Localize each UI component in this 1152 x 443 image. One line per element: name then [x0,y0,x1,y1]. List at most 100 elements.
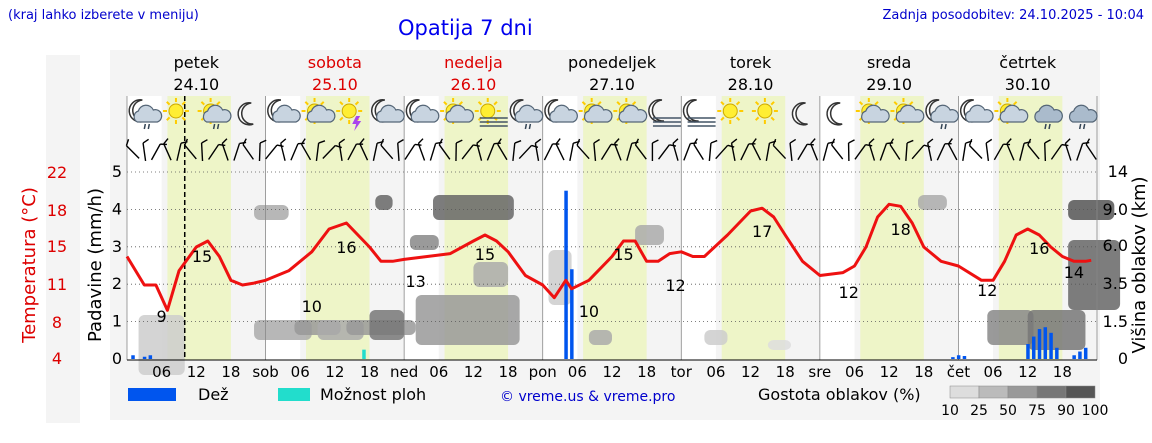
wind-feather [201,139,208,144]
wind-barb-icon [163,138,172,161]
cloud-shape [376,104,405,123]
cloud-area [704,330,728,345]
wind-barb-icon [512,140,522,162]
wind-shaft [125,145,140,159]
temperature-label: 13 [406,272,426,291]
cloud-shape [272,104,301,123]
wind-feather [125,139,130,146]
wind-shaft [476,143,483,161]
day-date-label: 26.10 [451,75,497,94]
wind-shaft [879,143,888,161]
x-tick-label: pon [529,363,557,381]
wind-shaft [569,143,574,161]
wind-feather [531,144,539,148]
wind-shaft [429,143,437,161]
temperature-label: 16 [1029,239,1049,258]
wind-feather [514,140,522,144]
wind-shaft [740,143,750,161]
wind-feather [831,138,836,146]
legend: Dež Možnost ploh © vreme.us & vreme.pro … [128,385,1108,419]
moon-cloud-drizzle-icon [128,99,163,130]
moon-cloud-icon [370,99,405,123]
wind-shaft [715,144,729,160]
wind-shaft [1044,142,1047,162]
legend-shower-swatch [278,388,310,401]
wind-shaft [905,142,908,162]
night-band [819,96,855,360]
precip-tick-label: 1 [112,312,122,331]
sun-ray [858,101,864,106]
precip-bar [962,356,967,359]
sun-ray [304,101,309,106]
wind-shaft [1085,144,1097,160]
wind-feather [476,138,483,144]
wind-barb-icon [868,138,876,161]
x-tick-label: 06 [984,363,1003,381]
wind-barb-icon [947,138,958,161]
wind-feather [397,139,404,144]
wind-shaft [486,143,495,161]
x-tick-label: ned [390,363,418,381]
wind-barb-icon [831,138,844,160]
wind-barb-icon [751,138,762,161]
wind-feather [923,144,931,148]
precip-bar [564,190,568,359]
wind-barb-icon [651,139,659,161]
legend-shower-label: Možnost ploh [320,385,426,404]
wind-feather [218,143,226,147]
wind-feather [748,143,756,145]
sun-cloud-icon [440,98,475,124]
wind-barb-icon [142,138,149,162]
wind-barb-icon [221,138,229,161]
wind-shaft [404,144,416,160]
wind-feather [669,144,677,147]
sun-ray [770,116,775,121]
moon-fog-icon [648,99,681,127]
precip-bar [570,269,574,359]
sun-ray [997,101,1002,106]
x-tick-label: 06 [291,363,310,381]
sun-ray [354,101,360,106]
legend-rain-label: Dež [198,385,229,404]
x-tick-label: 12 [741,363,760,381]
day-name-label: sobota [308,53,362,72]
wind-shaft [854,144,867,160]
wind-shaft [280,143,286,161]
wind-feather [221,138,228,144]
wind-barb-icon [1076,141,1090,161]
cloud-area [1068,240,1121,310]
rain-drop [1082,123,1086,130]
density-swatch [1007,385,1038,399]
wind-shaft [1064,143,1072,161]
sun-ray [493,101,498,106]
location-hint: (kraj lahko izberete v meniju) [8,8,199,23]
day-name-label: ponedeljek [568,53,657,72]
wind-shaft [600,143,612,161]
wind-shaft [626,143,633,161]
wind-shaft [176,143,182,161]
wind-shaft [461,144,474,160]
rain-drop [940,123,943,130]
gridlines [126,96,1098,361]
wind-barb-icon [184,138,197,160]
wind-feather [142,138,149,144]
wind-shaft [772,144,787,160]
precip-tick-label: 3 [112,237,122,256]
wind-shaft [810,143,819,161]
cloud-area [473,262,509,287]
wind-shaft [593,142,597,162]
wind-shaft [322,145,336,159]
sun-ray [581,101,587,106]
temperature-axis-title: Temperatura (°C) [19,187,40,344]
wind-feather [1064,138,1071,144]
moon-shape [648,99,665,123]
wind-feather [335,144,342,149]
wind-shaft [417,143,426,161]
wind-shaft [265,144,278,160]
wind-shaft [911,144,925,160]
copyright[interactable]: © vreme.us & vreme.pro [500,389,675,405]
x-tick-label: 12 [325,363,344,381]
temp-tick-label: 18 [47,201,67,220]
